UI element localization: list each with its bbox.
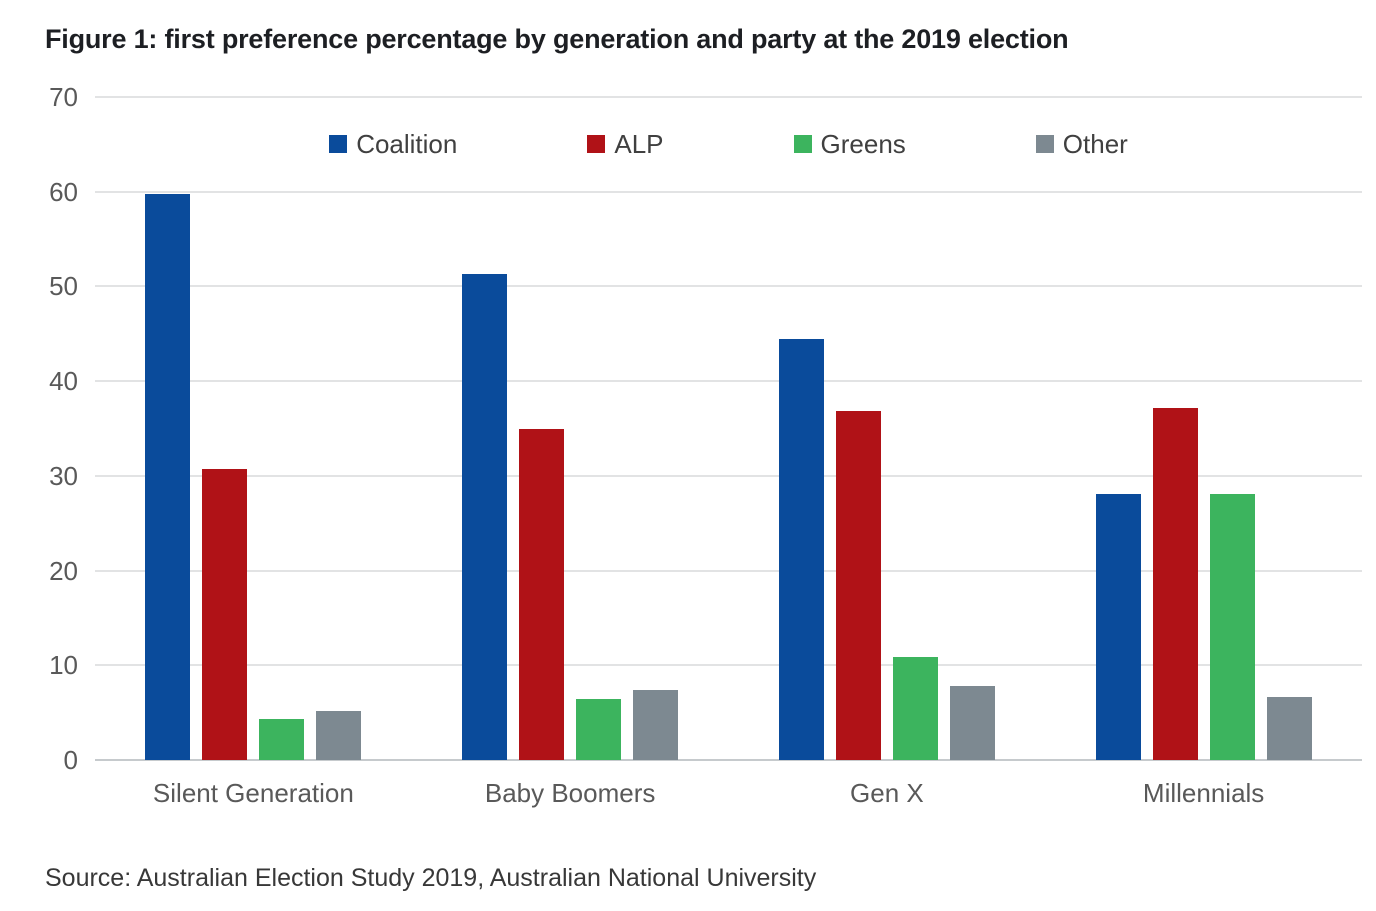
bar-group-gen-x [729, 97, 1046, 760]
y-tick-label-10: 10 [49, 650, 78, 681]
gridline-20 [95, 569, 1362, 572]
x-category-label-baby-boomers: Baby Boomers [484, 778, 656, 808]
bar-group-millennials [1045, 97, 1362, 760]
bar-other-gen-x [949, 686, 995, 760]
y-tick-label-50: 50 [49, 271, 78, 302]
chart-title: Figure 1: first preference percentage by… [45, 24, 1069, 54]
gridline-30 [95, 474, 1362, 477]
gridline-40 [95, 380, 1362, 383]
y-tick-label-30: 30 [49, 460, 78, 491]
bar-greens-baby-boomers [576, 699, 622, 760]
bar-coalition-gen-x [778, 339, 824, 760]
x-category-label-silent-generation: Silent Generation [152, 778, 354, 808]
bar-coalition-silent-generation [145, 193, 191, 760]
bar-alp-millennials [1152, 407, 1198, 760]
bar-alp-silent-generation [202, 469, 248, 760]
y-tick-label-20: 20 [49, 555, 78, 586]
bar-alp-gen-x [835, 410, 881, 760]
gridline-60 [95, 190, 1362, 193]
x-category-label-millennials: Millennials [1142, 778, 1265, 808]
bar-alp-baby-boomers [519, 428, 565, 760]
bar-other-millennials [1266, 696, 1312, 760]
bar-greens-gen-x [892, 656, 938, 760]
y-tick-label-0: 0 [63, 745, 78, 775]
x-axis-category-labels: Silent Generation Baby Boomers Gen X Millen… [95, 778, 1362, 809]
y-tick-label-60: 60 [49, 176, 78, 207]
y-tick-label-40: 40 [49, 366, 78, 397]
gridline-10 [95, 664, 1362, 667]
gridline-0 [95, 759, 1362, 761]
gridline-70 [95, 96, 1362, 98]
bar-group-silent-generation [95, 97, 412, 760]
bar-coalition-baby-boomers [462, 274, 508, 760]
bar-greens-millennials [1209, 493, 1255, 760]
source-note: Source: Australian Election Study 2019, … [45, 864, 817, 892]
bar-greens-silent-generation [259, 719, 305, 760]
bar-coalition-millennials [1095, 493, 1141, 760]
plot-area: Coalition ALP Greens Other [95, 96, 1362, 761]
y-axis-tick-labels: 0 10 20 30 40 50 60 70 [0, 84, 78, 773]
x-category-label-gen-x: Gen X [850, 778, 924, 808]
bar-other-silent-generation [316, 710, 362, 760]
bar-groups [95, 97, 1362, 760]
y-tick-label-70: 70 [49, 82, 78, 112]
bar-group-baby-boomers [412, 97, 729, 760]
gridline-50 [95, 285, 1362, 288]
bar-other-baby-boomers [633, 689, 679, 760]
